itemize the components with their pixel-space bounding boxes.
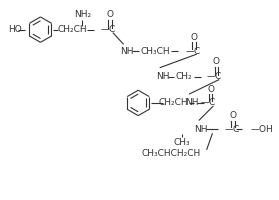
Text: NH: NH [121, 47, 134, 56]
Text: CH₂CH: CH₂CH [58, 25, 88, 34]
Text: NH: NH [185, 98, 199, 107]
Text: O: O [207, 85, 214, 94]
Text: NH₂: NH₂ [74, 10, 91, 19]
Text: —C: —C [224, 125, 239, 134]
Text: CH₃CH: CH₃CH [141, 47, 170, 56]
Text: —C: —C [201, 98, 216, 107]
Text: —C: —C [207, 72, 222, 81]
Text: HO: HO [8, 25, 22, 34]
Text: NH: NH [194, 125, 207, 134]
Text: —OH: —OH [251, 125, 273, 134]
Text: CH₃CHCH₂CH: CH₃CHCH₂CH [142, 149, 201, 158]
Text: O: O [213, 57, 220, 66]
Text: —C: —C [185, 47, 200, 56]
Text: O: O [106, 10, 113, 19]
Text: CH₂CH: CH₂CH [158, 98, 188, 107]
Text: O: O [190, 33, 198, 42]
Text: CH₃: CH₃ [174, 138, 191, 147]
Text: CH₂: CH₂ [176, 72, 193, 81]
Text: O: O [230, 111, 237, 120]
Text: NH: NH [156, 72, 169, 81]
Text: —C: —C [100, 25, 115, 34]
